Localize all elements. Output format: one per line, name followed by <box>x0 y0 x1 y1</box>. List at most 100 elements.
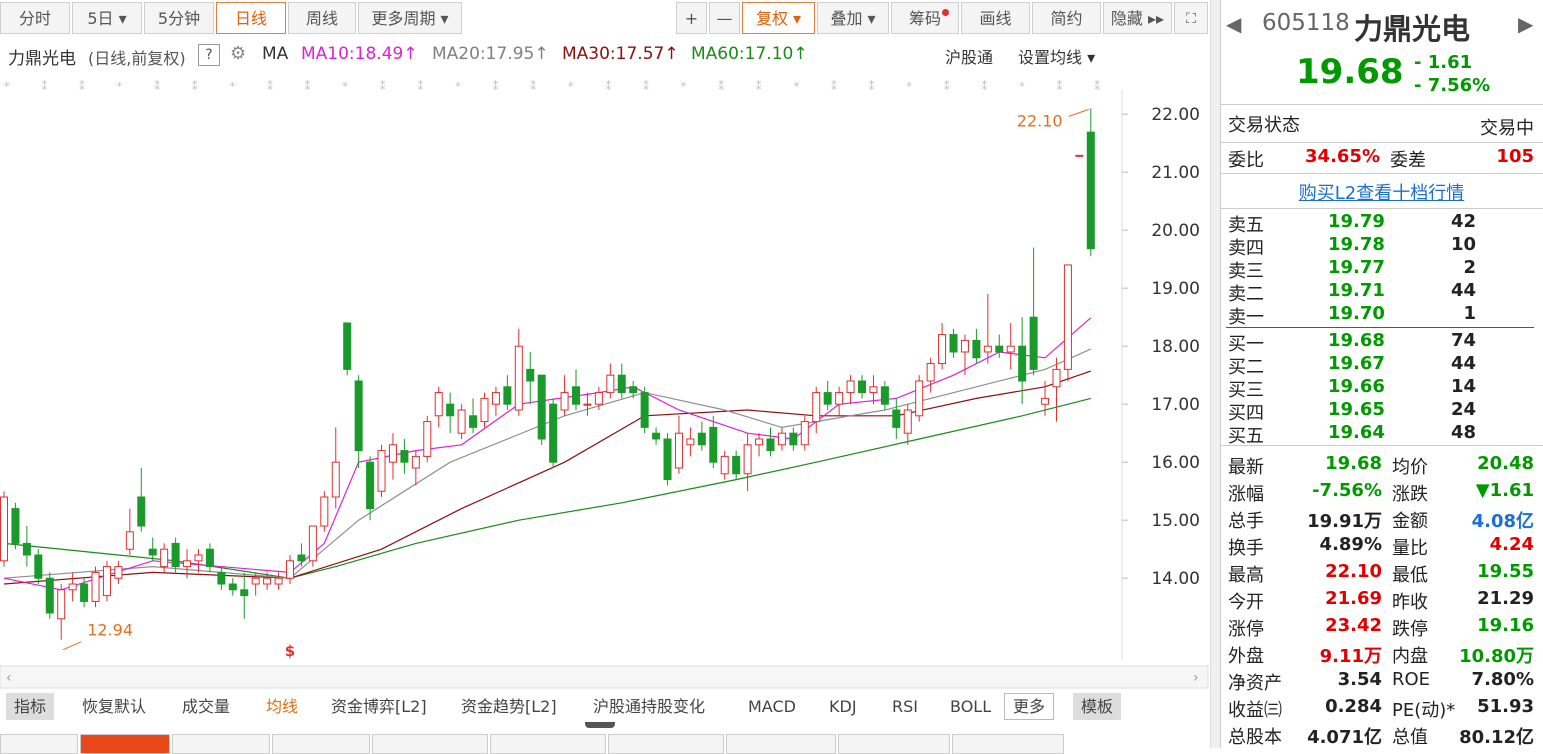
book-price: 19.66 <box>1328 376 1385 397</box>
tool-button[interactable]: 筹码 <box>891 2 959 34</box>
tool-button[interactable]: — <box>709 2 740 34</box>
tool-button[interactable]: 简约 <box>1032 2 1101 34</box>
separator <box>1220 173 1543 174</box>
fullscreen-button[interactable]: ⛶ <box>1174 2 1208 34</box>
info-tab[interactable] <box>372 734 488 754</box>
indicator-tab[interactable]: 更多 <box>1004 693 1055 720</box>
stat-value: 19.91万 <box>1307 511 1382 532</box>
y-tick-label: 14.00 <box>1151 569 1200 589</box>
indicator-tab[interactable]: 沪股通持股变化 <box>593 697 706 716</box>
stock-name: 力鼎光电 <box>8 49 76 69</box>
info-tab[interactable] <box>726 734 836 754</box>
period-tab[interactable]: 周线 <box>288 2 356 34</box>
candle-body <box>68 583 77 591</box>
event-icon: ⁑ <box>756 80 762 93</box>
help[interactable]: ? <box>198 44 220 66</box>
tool-button[interactable]: 画线 <box>961 2 1030 34</box>
info-tab[interactable] <box>952 734 1064 754</box>
stat-value: 4.071亿 <box>1307 727 1382 748</box>
gear[interactable]: ⚙ <box>230 43 247 64</box>
event-icon: * <box>1019 80 1025 93</box>
indicator-tab[interactable]: 资金博弈[L2] <box>331 697 427 716</box>
indicator-tab[interactable]: 均线 <box>266 697 299 716</box>
indicator-tab[interactable]: 成交量 <box>182 697 231 716</box>
info-tab[interactable] <box>272 734 370 754</box>
tool-button[interactable]: 隐藏 ▸▸ <box>1103 2 1172 34</box>
candle-body <box>938 334 947 365</box>
candle-body <box>972 339 981 359</box>
candle-body <box>926 363 935 382</box>
candle-body <box>777 432 786 446</box>
candle-body <box>331 461 340 498</box>
candle-body <box>57 589 66 620</box>
candle-body <box>823 392 832 405</box>
candle-body <box>606 374 615 394</box>
next-stock[interactable]: ▶ <box>1518 12 1534 36</box>
prev-stock[interactable]: ◀ <box>1226 12 1242 36</box>
event-icon: ⁑ <box>982 80 988 93</box>
tool-button[interactable]: 叠加 ▾ <box>817 2 889 34</box>
candle-body <box>217 571 226 585</box>
candle-body <box>388 444 397 463</box>
stat-value: 21.69 <box>1325 588 1382 609</box>
l2-link[interactable]: 购买L2查看十档行情 <box>1298 183 1465 204</box>
tool-button[interactable]: + <box>676 2 707 34</box>
period-tab[interactable]: 日线 <box>216 2 286 34</box>
stat-label: PE(动)* <box>1392 700 1456 721</box>
indicator-tab[interactable]: RSI <box>892 697 918 716</box>
book-label: 买二 <box>1228 357 1264 378</box>
indicator-tab[interactable]: 恢复默认 <box>82 697 147 716</box>
quote-panel <box>1220 0 1543 748</box>
candle-body <box>91 571 100 602</box>
collapse-handle <box>585 722 615 728</box>
candle-body <box>343 322 352 370</box>
candle-body <box>720 455 729 475</box>
stat-value: 23.42 <box>1325 615 1382 636</box>
legend-link[interactable]: 设置均线 ▾ <box>1018 48 1096 67</box>
status-value: 交易中 <box>1480 118 1534 139</box>
indicator-tab[interactable]: MACD <box>748 697 796 716</box>
candle-body <box>446 403 455 417</box>
indicator-tab[interactable]: BOLL <box>950 697 992 716</box>
info-tab[interactable] <box>172 734 270 754</box>
info-tab[interactable] <box>0 734 78 754</box>
candle-body <box>457 409 466 434</box>
stat-label: 均价 <box>1392 457 1428 478</box>
event-icon: * <box>906 80 912 93</box>
period-tab[interactable]: 5日 ▾ <box>72 2 142 34</box>
indicator-tab[interactable]: 资金趋势[L2] <box>461 697 557 716</box>
info-tab[interactable] <box>80 734 170 754</box>
stat-value: 19.68 <box>1325 453 1382 474</box>
candle-body <box>503 386 512 405</box>
info-tab[interactable] <box>490 734 606 754</box>
book-price: 19.79 <box>1328 211 1385 232</box>
stat-value: 10.80万 <box>1459 646 1534 667</box>
candle-body <box>251 577 260 585</box>
stat-value: 19.16 <box>1477 615 1534 636</box>
ma-value: MA60:17.10↑ <box>691 44 808 64</box>
stat-value: 3.54 <box>1337 669 1382 690</box>
info-tab[interactable] <box>838 734 950 754</box>
stat-value: ▼1.61 <box>1475 480 1534 501</box>
scroll-left: ‹ <box>6 670 12 686</box>
stat-value: 0.284 <box>1325 696 1382 717</box>
indicator-tab[interactable]: 指标 <box>6 693 55 720</box>
info-tab[interactable] <box>608 734 724 754</box>
legend-link[interactable]: 沪股通 <box>945 48 994 67</box>
candle-body <box>960 339 969 353</box>
event-icon: ⁑ <box>718 80 724 93</box>
candle-body <box>903 409 912 434</box>
diff-value: 105 <box>1496 146 1534 167</box>
book-label: 买五 <box>1228 426 1264 447</box>
tool-button[interactable]: 复权 ▾ <box>742 2 815 34</box>
indicator-tab[interactable]: 模板 <box>1073 693 1122 720</box>
stat-label: 总股本 <box>1228 727 1282 748</box>
candle-body <box>491 392 500 405</box>
event-icon: * <box>455 80 461 93</box>
book-price: 19.71 <box>1328 280 1385 301</box>
period-tab[interactable]: 分时 <box>0 2 70 34</box>
indicator-tab[interactable]: KDJ <box>829 697 857 716</box>
period-tab[interactable]: 5分钟 <box>144 2 214 34</box>
period-tab[interactable]: 更多周期 ▾ <box>358 2 462 34</box>
y-tick-label: 22.00 <box>1151 105 1200 125</box>
